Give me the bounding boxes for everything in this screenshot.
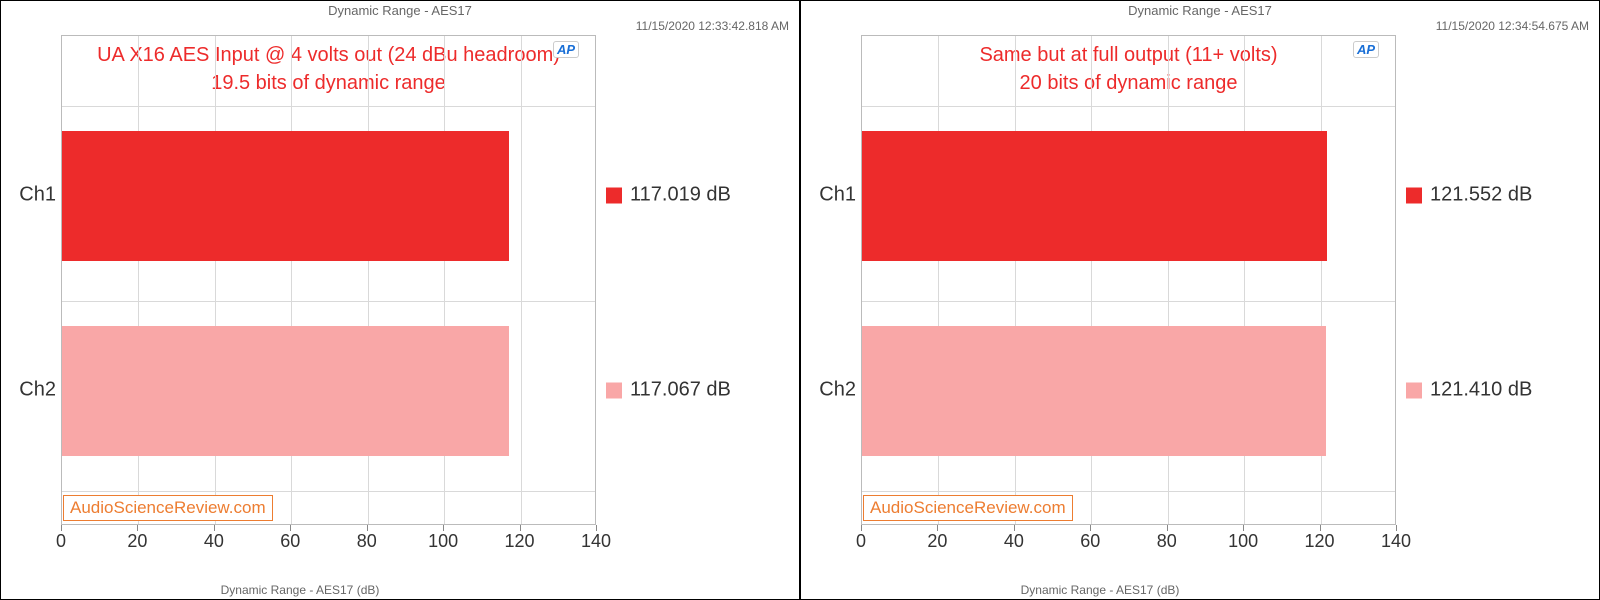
y-category-label: Ch2 [811, 379, 856, 402]
legend-row: 117.067 dB [606, 379, 731, 402]
xtick-label: 100 [428, 531, 458, 552]
xtick-label: 100 [1228, 531, 1258, 552]
y-category-label: Ch1 [11, 184, 56, 207]
legend-row: 121.552 dB [1406, 184, 1532, 207]
x-axis-label: Dynamic Range - AES17 (dB) [801, 583, 1399, 597]
left-panel: Dynamic Range - AES17 11/15/2020 12:33:4… [0, 0, 800, 600]
legend-row: 121.410 dB [1406, 379, 1532, 402]
annotation-line2: 19.5 bits of dynamic range [62, 72, 595, 95]
xtick-label: 20 [127, 531, 147, 552]
bar-ch2 [862, 326, 1326, 456]
legend-value: 121.552 dB [1430, 184, 1532, 207]
legend-swatch [1406, 187, 1422, 203]
bar-ch2 [62, 326, 509, 456]
watermark: AudioScienceReview.com [63, 495, 273, 521]
gridline-h [62, 491, 595, 492]
bar-ch1 [862, 131, 1327, 261]
xtick-label: 40 [1004, 531, 1024, 552]
xtick-label: 20 [927, 531, 947, 552]
legend-row: 117.019 dB [606, 184, 731, 207]
legend-value: 117.067 dB [630, 379, 731, 402]
y-category-label: Ch1 [811, 184, 856, 207]
gridline-h [862, 301, 1395, 302]
gridline-h [62, 106, 595, 107]
ap-logo: AP [1353, 41, 1379, 58]
xtick-label: 80 [357, 531, 377, 552]
timestamp: 11/15/2020 12:33:42.818 AM [636, 19, 789, 33]
legend-swatch [606, 187, 622, 203]
chart-title: Dynamic Range - AES17 [328, 3, 472, 18]
gridline-h [862, 491, 1395, 492]
legend-value: 117.019 dB [630, 184, 731, 207]
y-category-label: Ch2 [11, 379, 56, 402]
xtick-label: 40 [204, 531, 224, 552]
legend-value: 121.410 dB [1430, 379, 1532, 402]
plot-area: Same but at full output (11+ volts) 20 b… [861, 35, 1396, 525]
gridline-h [862, 106, 1395, 107]
plot-area: UA X16 AES Input @ 4 volts out (24 dBu h… [61, 35, 596, 525]
xtick-label: 0 [56, 531, 66, 552]
xtick-label: 140 [581, 531, 611, 552]
gridline-v [521, 36, 522, 524]
timestamp: 11/15/2020 12:34:54.675 AM [1436, 19, 1589, 33]
annotation-line1: UA X16 AES Input @ 4 volts out (24 dBu h… [62, 44, 595, 67]
xtick-label: 140 [1381, 531, 1411, 552]
watermark: AudioScienceReview.com [863, 495, 1073, 521]
xtick-label: 80 [1157, 531, 1177, 552]
right-panel: Dynamic Range - AES17 11/15/2020 12:34:5… [800, 0, 1600, 600]
xtick-label: 60 [280, 531, 300, 552]
xtick-label: 120 [1305, 531, 1335, 552]
legend-swatch [1406, 382, 1422, 398]
xtick-label: 120 [505, 531, 535, 552]
annotation-line1: Same but at full output (11+ volts) [862, 44, 1395, 67]
chart-title: Dynamic Range - AES17 [1128, 3, 1272, 18]
xtick-label: 0 [856, 531, 866, 552]
bar-ch1 [62, 131, 509, 261]
annotation-line2: 20 bits of dynamic range [862, 72, 1395, 95]
x-axis-label: Dynamic Range - AES17 (dB) [1, 583, 599, 597]
xtick-label: 60 [1080, 531, 1100, 552]
legend-swatch [606, 382, 622, 398]
gridline-h [62, 301, 595, 302]
ap-logo: AP [553, 41, 579, 58]
